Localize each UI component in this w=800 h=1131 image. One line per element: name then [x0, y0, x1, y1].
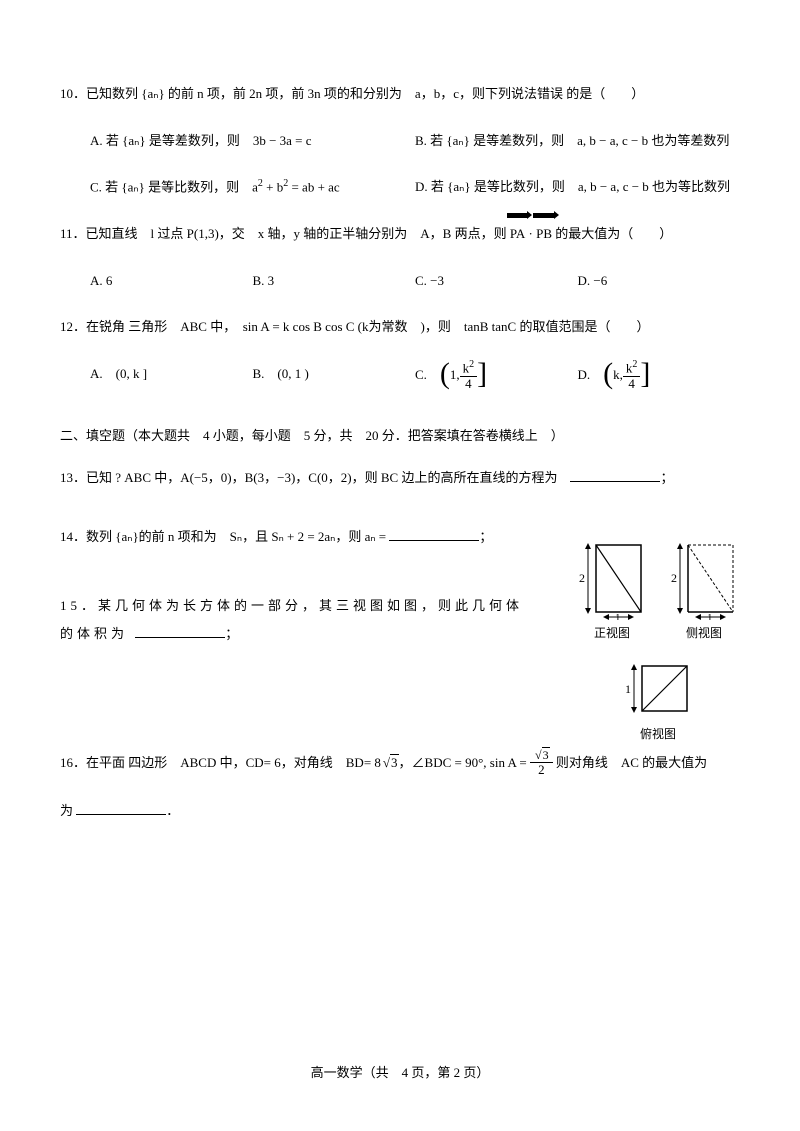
- page-footer: 高一数学（共 4 页，第 2 页）: [0, 1062, 800, 1081]
- q10-c: C. 若 {aₙ} 是等比数列，则 a2 + b2 = ab + ac: [90, 173, 415, 202]
- side-view: 2 1 侧视图: [668, 540, 740, 641]
- svg-text:1: 1: [707, 612, 713, 620]
- q12-b: B. (0, 1 ): [253, 360, 416, 392]
- svg-text:1: 1: [615, 612, 621, 620]
- top-view: 1 俯视图: [622, 661, 694, 742]
- q10-d: D. 若 {aₙ} 是等比数列，则 a, b − a, c − b 也为等比数列: [415, 173, 740, 202]
- q11-a: A. 6: [90, 267, 253, 296]
- q12-options: A. (0, k ] B. (0, 1 ) C. (1,k24] D. (k,k…: [90, 360, 740, 392]
- q11-stem: 11．已知直线 l 过点 P(1,3)，交 x 轴，y 轴的正半轴分别为 A，B…: [60, 220, 740, 249]
- q10-options-row2: C. 若 {aₙ} 是等比数列，则 a2 + b2 = ab + ac D. 若…: [90, 173, 740, 202]
- q12-d: D. (k,k24]: [578, 360, 741, 392]
- q11-options: A. 6 B. 3 C. −3 D. −6: [90, 267, 740, 296]
- q12-stem: 12．在锐角 三角形 ABC 中， sin A = k cos B cos C …: [60, 313, 740, 342]
- q13: 13．已知 ? ABC 中，A(−5，0)，B(3，−3)，C(0，2)，则 B…: [60, 464, 740, 493]
- svg-text:2: 2: [579, 571, 585, 585]
- front-view: 2 1 正视图: [576, 540, 648, 641]
- section2-title: 二、填空题（本大题共 4 小题，每小题 5 分，共 20 分．把答案填在答卷横线…: [60, 422, 740, 451]
- q10-stem: 10．已知数列 {aₙ} 的前 n 项，前 2n 项，前 3n 项的和分别为 a…: [60, 80, 740, 109]
- q12-a: A. (0, k ]: [90, 360, 253, 392]
- svg-text:1: 1: [625, 682, 631, 696]
- vector-pb: PB: [536, 220, 552, 249]
- q16-blank: 为 ．: [60, 797, 740, 826]
- q16: 16．在平面 四边形 ABCD 中，CD= 6，对角线 BD= 83，∠BDC …: [60, 749, 740, 779]
- q10-a: A. 若 {aₙ} 是等差数列，则 3b − 3a = c: [90, 127, 415, 156]
- svg-text:2: 2: [671, 571, 677, 585]
- q10-b: B. 若 {aₙ} 是等差数列，则 a, b − a, c − b 也为等差数列: [415, 127, 740, 156]
- q11-b: B. 3: [253, 267, 416, 296]
- q10-options-row1: A. 若 {aₙ} 是等差数列，则 3b − 3a = c B. 若 {aₙ} …: [90, 127, 740, 156]
- q11-d: D. −6: [578, 267, 741, 296]
- q11-c: C. −3: [415, 267, 578, 296]
- vector-pa: PA: [510, 220, 525, 249]
- q12-c: C. (1,k24]: [415, 360, 578, 392]
- three-view-figures: 2 1 正视图 2: [576, 540, 740, 742]
